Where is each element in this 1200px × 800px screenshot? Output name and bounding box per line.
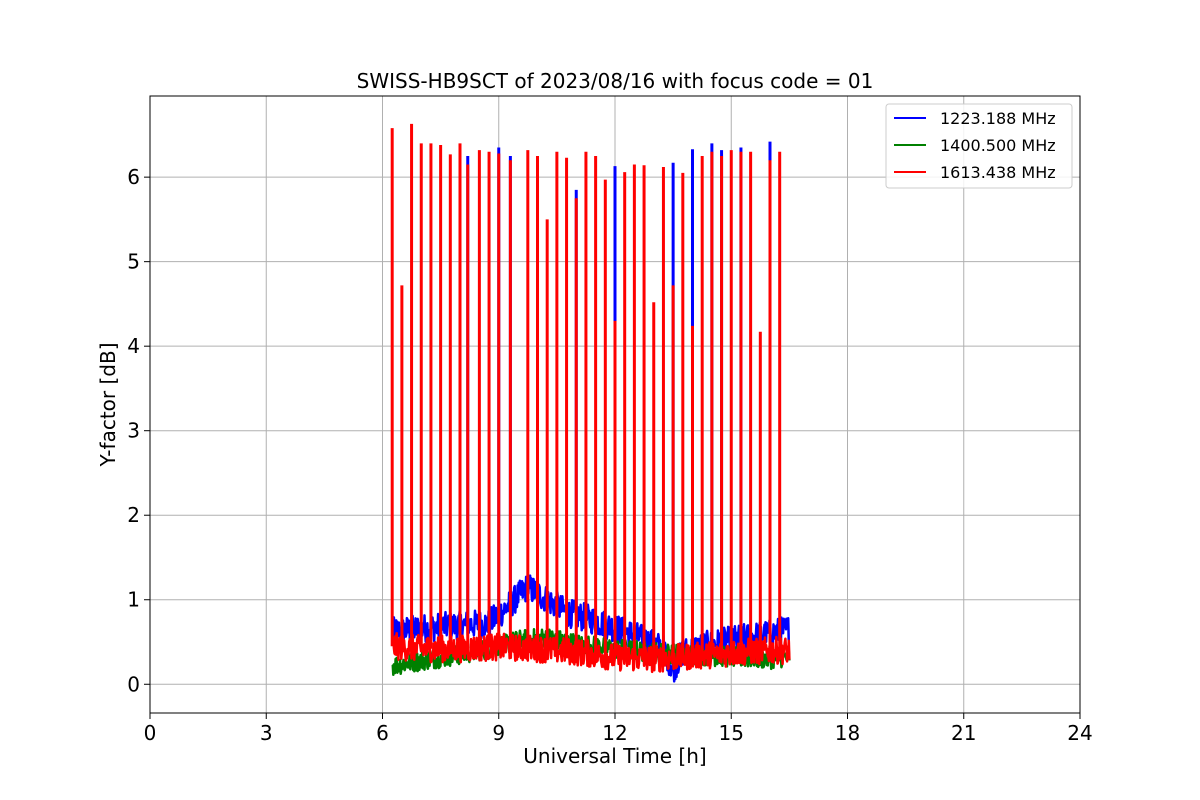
- x-axis-label: Universal Time [h]: [523, 744, 706, 768]
- y-axis-ticks: 0 1 2 3 4 5 6: [127, 165, 150, 696]
- y-tick-label: 0: [127, 672, 140, 696]
- y-tick-label: 6: [127, 165, 140, 189]
- y-tick-label: 3: [127, 419, 140, 443]
- legend: 1223.188 MHz 1400.500 MHz 1613.438 MHz: [885, 103, 1073, 189]
- plot-data: [390, 123, 791, 683]
- y-tick-label: 1: [127, 588, 140, 612]
- y-tick-label: 2: [127, 503, 140, 527]
- legend-label: 1400.500 MHz: [940, 136, 1056, 155]
- x-tick-label: 6: [376, 721, 389, 745]
- x-tick-label: 15: [719, 721, 744, 745]
- series-1613-438-mhz: [390, 123, 791, 674]
- legend-label: 1613.438 MHz: [940, 163, 1056, 182]
- x-tick-label: 3: [260, 721, 273, 745]
- x-tick-label: 24: [1067, 721, 1092, 745]
- x-tick-label: 12: [602, 721, 627, 745]
- legend-label: 1223.188 MHz: [940, 109, 1056, 128]
- x-tick-label: 21: [951, 721, 976, 745]
- y-axis-label: Y-factor [dB]: [96, 342, 120, 467]
- series-line: [390, 574, 791, 683]
- y-tick-label: 5: [127, 250, 140, 274]
- y-tick-label: 4: [127, 334, 140, 358]
- x-axis-ticks: 0 3 6 9 12 15 18 21 24: [144, 713, 1093, 745]
- x-tick-label: 18: [835, 721, 860, 745]
- x-tick-label: 9: [492, 721, 505, 745]
- legend-box: [885, 103, 1073, 189]
- x-tick-label: 0: [144, 721, 157, 745]
- series-line: [391, 631, 791, 674]
- chart-title: SWISS-HB9SCT of 2023/08/16 with focus co…: [357, 69, 874, 93]
